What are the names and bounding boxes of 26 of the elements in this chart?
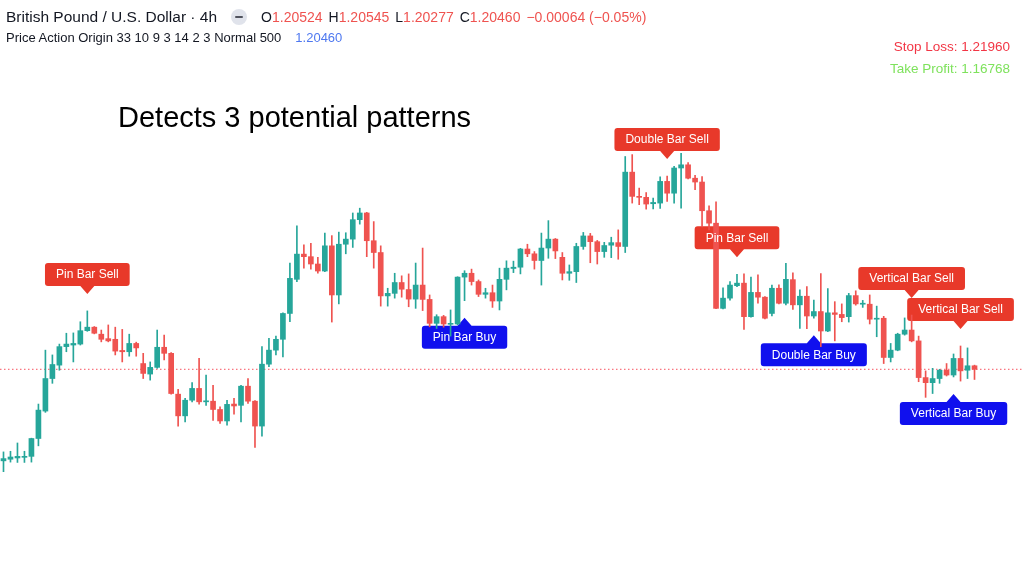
annotation: Vertical Bar Buy [910,406,997,421]
text: Stop Loss: 1.21960 [892,38,1010,56]
text: O1.20524 [261,9,323,25]
annotation: Pin Bar Buy [432,330,497,345]
annotation: Vertical Bar Sell [869,271,954,286]
text: Take Profit: 1.16768 [889,60,1010,78]
text: 1.20460 [295,30,343,45]
candlestick [615,229,622,260]
text: −0.00064 (−0.05%) [526,9,647,25]
annotation: Pin Bar Sell [55,267,119,282]
annotation: Vertical Bar Sell [918,302,1003,317]
text: Detects 3 potential patterns [118,101,472,134]
chart-title: British Pound / U.S. Dollar · 4h [6,8,218,26]
chart-subtitle: Price Action Origin 33 10 9 3 14 2 3 Normal 500 [6,30,282,45]
annotation: Double Bar Sell [625,132,709,147]
candlestick [678,153,684,209]
annotation: Double Bar Buy [771,347,856,362]
candlestick [873,305,880,338]
text: L1.20277 [395,9,454,25]
candlestick [859,300,866,308]
text: C1.20460 [459,9,521,25]
candlestick [797,289,803,329]
candlestick [811,299,817,319]
annotation: Pin Bar Sell [705,230,769,245]
text: H1.20545 [328,9,390,25]
candlestick [203,374,209,406]
